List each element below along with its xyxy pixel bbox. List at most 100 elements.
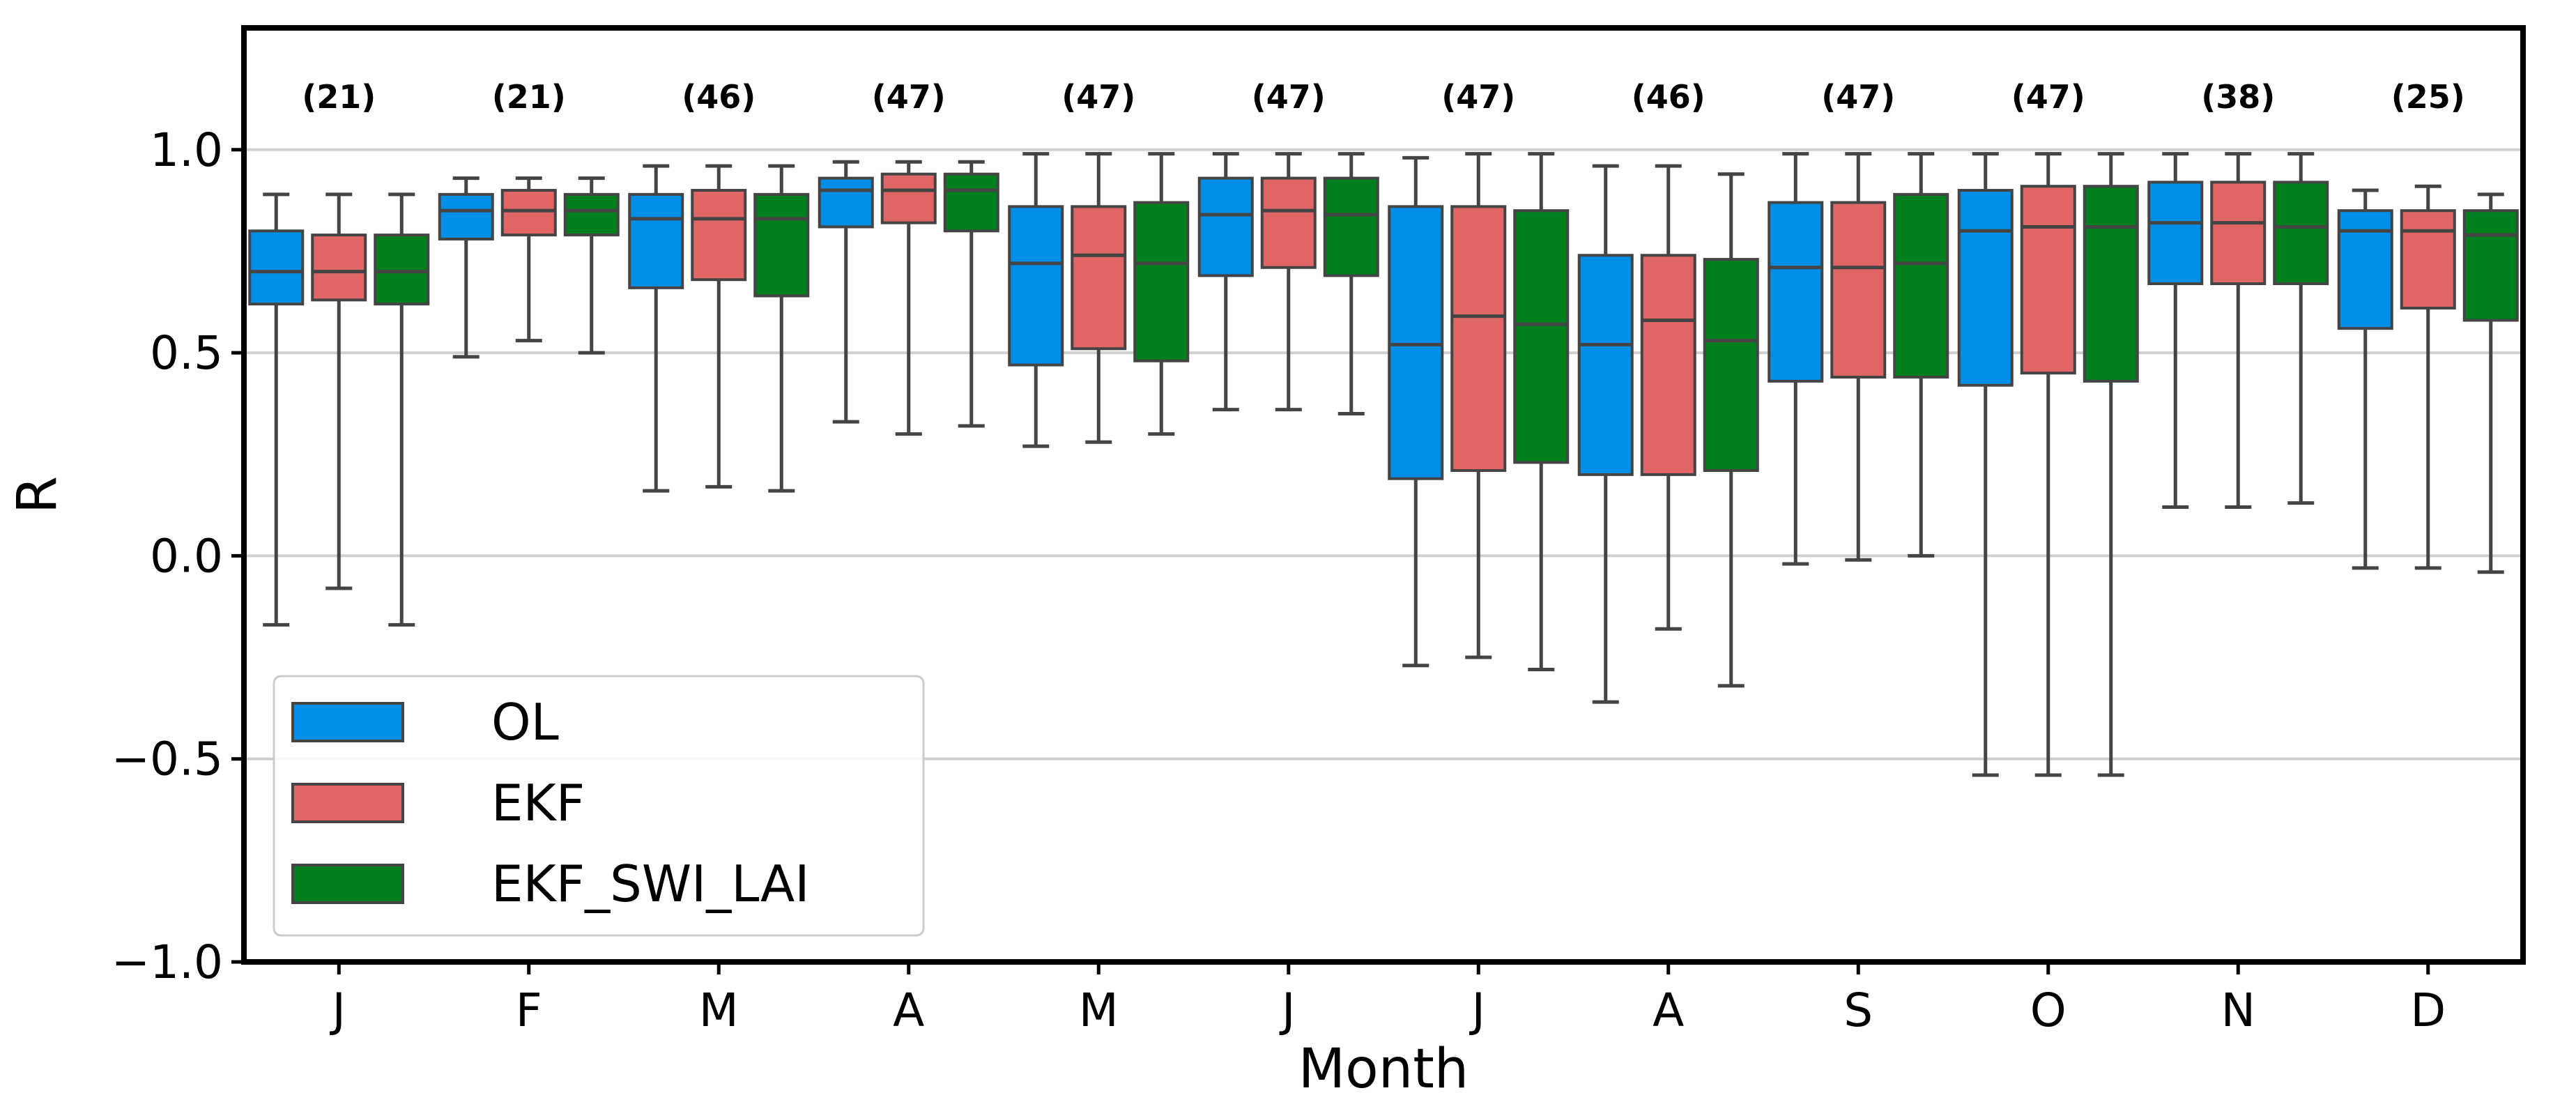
sample-count: (47) bbox=[1252, 78, 1326, 116]
legend-label: EKF bbox=[491, 774, 585, 832]
box-ekf-swi-lai bbox=[1513, 152, 1570, 672]
box-ol bbox=[1957, 152, 2014, 777]
x-tick-label: A bbox=[1653, 984, 1684, 1037]
box-body bbox=[2337, 209, 2393, 330]
sample-count: (47) bbox=[1441, 78, 1515, 116]
sample-count: (38) bbox=[2201, 78, 2275, 116]
box-ol bbox=[1388, 155, 1444, 668]
box-ekf bbox=[1640, 164, 1696, 631]
box-body bbox=[563, 192, 620, 237]
y-tick-label: −0.5 bbox=[112, 733, 223, 786]
y-axis-title: R bbox=[6, 476, 69, 514]
sample-count: (46) bbox=[682, 78, 756, 116]
box-body bbox=[1577, 254, 1634, 476]
box-ol bbox=[1577, 164, 1634, 704]
box-ekf bbox=[1071, 152, 1127, 444]
box-ekf bbox=[1260, 152, 1317, 412]
box-body bbox=[2147, 181, 2204, 286]
sample-count: (47) bbox=[1061, 78, 1135, 116]
x-tick-label: J bbox=[1469, 984, 1485, 1037]
sample-count-labels: (21) (21) (46) (47) (47) (47) (47) (46) (47) (47)… bbox=[302, 78, 2465, 116]
box-ekf-swi-lai bbox=[1323, 152, 1379, 415]
x-tick-label: N bbox=[2221, 984, 2255, 1037]
sample-count: (47) bbox=[2011, 78, 2085, 116]
box-ol bbox=[1197, 152, 1254, 412]
box-body bbox=[1323, 176, 1379, 277]
legend-frame bbox=[273, 675, 925, 937]
box-ekf-swi-lai bbox=[753, 164, 810, 493]
box-body bbox=[2462, 209, 2519, 322]
sample-count: (47) bbox=[872, 78, 946, 116]
box-ol bbox=[2147, 152, 2204, 509]
legend-label: OL bbox=[491, 693, 559, 751]
box-ol bbox=[438, 176, 494, 359]
sample-count: (46) bbox=[1632, 78, 1705, 116]
sample-count: (21) bbox=[302, 78, 376, 116]
box-ekf-swi-lai bbox=[943, 160, 999, 428]
x-tick-label: D bbox=[2410, 984, 2446, 1037]
box-ekf-swi-lai bbox=[374, 192, 430, 627]
box-body bbox=[311, 234, 367, 302]
box-body bbox=[2083, 185, 2139, 383]
box-body bbox=[500, 189, 557, 237]
box-ekf-swi-lai bbox=[2273, 152, 2329, 505]
box-ekf bbox=[1450, 152, 1507, 659]
legend-swatch bbox=[291, 864, 404, 904]
box-ekf bbox=[880, 160, 937, 436]
box-ekf-swi-lai bbox=[1133, 152, 1190, 436]
box-ol bbox=[2337, 188, 2393, 570]
x-tick-label: S bbox=[1843, 984, 1873, 1037]
box-body bbox=[2273, 181, 2329, 286]
box-ol bbox=[248, 192, 305, 627]
y-axis-ticks: −1.0 −0.5 0.0 0.5 1.0 bbox=[112, 123, 244, 989]
box-ol bbox=[818, 160, 874, 424]
box-ekf-swi-lai bbox=[563, 176, 620, 355]
box-ekf-swi-lai bbox=[1703, 172, 1759, 688]
y-tick-label: −1.0 bbox=[112, 935, 223, 989]
box-body bbox=[2400, 209, 2456, 309]
box-ekf bbox=[1830, 152, 1887, 562]
box-body bbox=[1640, 254, 1696, 476]
plot-frame bbox=[241, 25, 2526, 965]
box-body bbox=[2210, 181, 2267, 286]
box-ekf bbox=[500, 176, 557, 343]
x-tick-label: F bbox=[516, 984, 542, 1037]
box-body bbox=[1957, 189, 2014, 387]
box-body bbox=[943, 172, 999, 233]
box-ol bbox=[628, 164, 684, 493]
box-ekf-swi-lai bbox=[2083, 152, 2139, 777]
box-body bbox=[1830, 201, 1887, 379]
legend-swatch bbox=[291, 702, 404, 742]
box-body bbox=[1703, 258, 1759, 473]
box-body bbox=[1893, 192, 1949, 379]
box-body bbox=[628, 192, 684, 289]
box-ekf bbox=[2210, 152, 2267, 509]
x-axis-title: Month bbox=[1298, 1038, 1469, 1101]
box-body bbox=[374, 234, 430, 306]
box-body bbox=[1450, 205, 1507, 473]
legend-label: EKF_SWI_LAI bbox=[491, 855, 810, 913]
y-tick-label: 0.0 bbox=[150, 529, 223, 583]
sample-count: (25) bbox=[2391, 78, 2465, 116]
box-body bbox=[438, 192, 494, 240]
box-ekf-swi-lai bbox=[1893, 152, 1949, 558]
legend: OL EKF EKF_SWI_LAI bbox=[273, 675, 925, 937]
box-body bbox=[818, 176, 874, 229]
legend-swatch bbox=[291, 783, 404, 823]
y-tick-label: 1.0 bbox=[150, 123, 223, 177]
box-body bbox=[1133, 201, 1190, 362]
y-tick-label: 0.5 bbox=[150, 326, 223, 380]
box-ekf bbox=[691, 164, 747, 489]
box-ekf-swi-lai bbox=[2462, 192, 2519, 574]
x-tick-label: O bbox=[2030, 984, 2067, 1037]
box-body bbox=[1388, 205, 1444, 480]
box-ol bbox=[1008, 152, 1064, 448]
box-ekf bbox=[2400, 184, 2456, 570]
box-ekf bbox=[2020, 152, 2076, 777]
box-body bbox=[1008, 205, 1064, 367]
box-ekf bbox=[311, 192, 367, 590]
box-body bbox=[248, 229, 305, 306]
sample-count: (47) bbox=[1821, 78, 1895, 116]
